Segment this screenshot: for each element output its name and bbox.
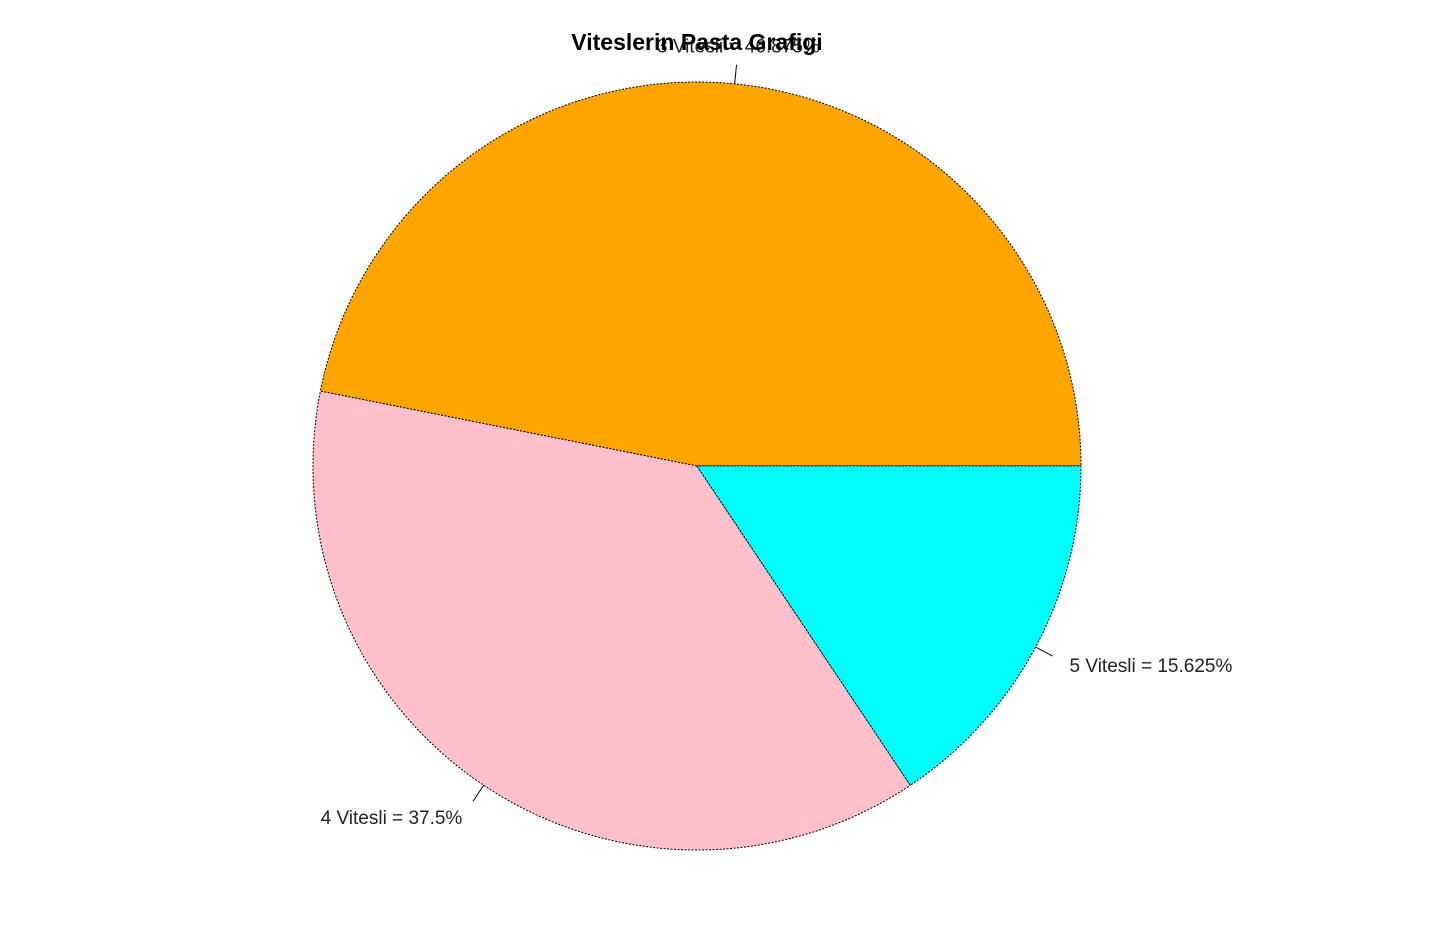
pie-slice-2	[312, 390, 912, 851]
leader-line-2	[472, 785, 485, 802]
slice-label-1: 3 Vitesli = 46.875%	[657, 37, 820, 58]
pie-slices	[312, 81, 1082, 851]
slice-labels: 3 Vitesli = 46.875% 4 Vitesli = 37.5% 5 Vi…	[321, 37, 1233, 830]
pie-slice-1	[319, 81, 1082, 467]
label-leader-lines	[472, 64, 1053, 802]
leader-line-1	[734, 64, 738, 84]
slice-label-3: 5 Vitesli = 15.625%	[1070, 656, 1233, 677]
leader-line-3	[1035, 646, 1053, 657]
pie-slice-3	[696, 465, 1082, 786]
chart-title: Viteslerin Pasta Grafigi	[571, 29, 822, 55]
slice-label-2: 4 Vitesli = 37.5%	[321, 808, 463, 829]
